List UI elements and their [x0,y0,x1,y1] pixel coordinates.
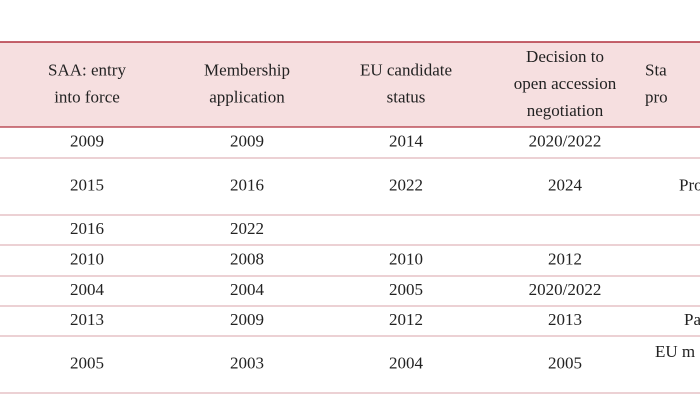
table-cell: 2020/2022 [529,131,602,150]
table-cell: 2012 [548,249,582,268]
table-cell: 2009 [230,310,264,329]
table-cell: 2009 [230,131,264,150]
table-cell: 2014 [389,131,424,150]
table-cell: 2005 [389,280,423,299]
table-cell: 2010 [70,249,104,268]
table-cell: 2022 [230,219,264,238]
header-cell: into force [54,87,120,106]
table-cell: 2012 [389,310,423,329]
table-cell: 2005 [70,353,104,372]
header-background [0,42,700,127]
table-cell: Pa [684,310,700,329]
table-cell: 2024 [548,175,583,194]
table-cell: 2013 [70,310,104,329]
table-cell: 2004 [389,353,424,372]
header-cell: SAA: entry [48,60,126,79]
table-cell: 2003 [230,353,264,372]
table-cell: 2008 [230,249,264,268]
header-cell: negotiation [527,101,604,120]
header-cell: EU candidate [360,60,452,79]
table-cell: 2004 [230,280,265,299]
table-cell: 2022 [389,175,423,194]
table-cell: 2020/2022 [529,280,602,299]
header-cell: open accession [514,74,617,93]
header-cell: pro [645,87,668,106]
table-cell: 2016 [230,175,264,194]
table-cell: 2015 [70,175,104,194]
header-cell: application [209,87,285,106]
table-cell: 2009 [70,131,104,150]
table-cell: 2013 [548,310,582,329]
header-cell: Decision to [526,47,604,66]
table-cell: 2004 [70,280,105,299]
table-cell: 2016 [70,219,104,238]
header-cell: status [387,87,426,106]
table-cell: EU m [655,342,695,361]
header-cell: Sta [645,60,667,79]
header-cell: Membership [204,60,290,79]
table-cell: Pro [679,175,700,194]
table-cell: 2010 [389,249,423,268]
table-cell: 2005 [548,353,582,372]
